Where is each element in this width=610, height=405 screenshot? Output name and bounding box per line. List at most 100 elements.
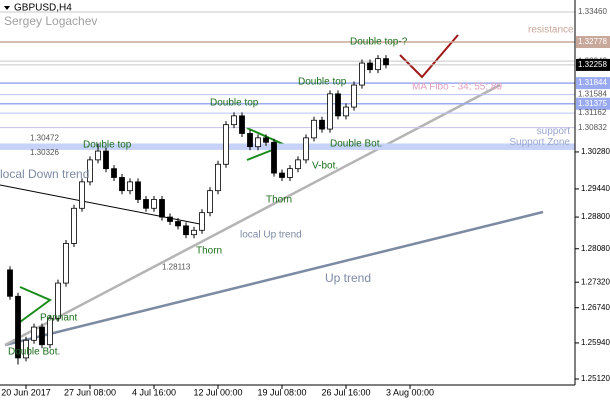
level-label: 1.33460 [578,7,607,16]
symbol: GBPUSD,H4 [14,3,72,14]
level-box [576,36,610,49]
candle-body [239,115,245,134]
annotation: Double Bot. [8,347,60,358]
annotation: Double top-? [350,37,408,48]
annotation: Thorn [266,195,292,206]
local-up-trend-line [4,83,501,347]
x-tick-label: 26 Jul 16:00 [321,387,370,397]
level-box [576,97,610,110]
candle-body [223,124,229,165]
candle-body [375,58,381,71]
annotation: Double top [210,98,259,109]
zone-text: Support Zone [509,137,570,148]
candle-body [23,339,29,359]
candle-body [39,326,45,346]
candle-body [55,282,61,319]
candle-body [207,190,213,214]
y-tick-label: 1.25940 [581,338,610,347]
candle-body [135,181,141,200]
annotation: Pennant [40,313,77,324]
candle-body [215,163,221,192]
candle-body [351,84,357,108]
annotation: Double top [298,77,347,88]
x-tick-label: 27 Jun 08:00 [64,387,116,397]
candle-body [151,199,157,209]
y-tick-label: 1.25120 [581,374,610,383]
candle-body [71,207,77,244]
level-label: 1.30832 [578,123,607,132]
candle-body [271,141,277,174]
level-label: 1.31162 [578,108,607,117]
zone-text: support [537,126,571,137]
annotation: V-bot. [312,161,338,172]
y-tick-label: 1.29440 [581,184,610,193]
level-label: 1.31844 [578,78,607,87]
menu-arrow [4,6,10,10]
x-tick-label: 4 Jul 16:00 [132,387,176,397]
candle-body [311,119,317,139]
zone-label: 1.30472 [30,134,59,143]
candle-body [15,295,21,359]
level-label: 1.32258 [578,60,607,69]
annotation: local Down trend [0,167,89,181]
drawings [0,11,575,347]
y-tick-label: 1.27320 [581,277,610,286]
price-mark: 1.28113 [162,262,191,271]
x-tick-label: 12 Jul 00:00 [193,387,242,397]
candle-body [87,159,93,183]
candle-body [327,93,333,130]
annotation: MA Fibo - 34; 55; 89 [412,82,502,93]
candle-body [127,181,133,192]
candle-body [7,269,13,297]
annotation: Thorn [196,246,222,257]
y-tick-label: 1.28080 [581,244,610,253]
pennant [19,286,52,323]
annotation: local Up trend [240,230,302,241]
annotation: resistance [528,25,574,36]
annotation: Double Bot. [330,139,382,150]
candle-body [247,133,253,148]
level-label: 1.32778 [578,37,607,46]
x-tick-label: 19 Jul 08:00 [257,387,306,397]
candle-body [343,106,349,117]
candle-body [263,137,269,143]
candle-body [111,168,117,178]
candle-body [79,181,85,209]
y-tick-label: 1.28800 [581,212,610,221]
level-box [576,77,610,90]
forecast-path [399,34,459,79]
level-box [576,58,610,71]
author: Sergey Logachev [4,14,97,28]
candle-body [279,172,285,178]
candle-body [191,229,197,236]
x-tick-label: 3 Aug 00:00 [386,387,434,397]
candle-body [359,62,365,86]
candle-body [103,150,109,170]
level-label: 1.31584 [578,90,607,99]
candle-body [319,119,325,130]
up-trend-line [4,210,544,347]
annotation: Double top [83,140,132,151]
zone-label: 1.30326 [30,148,59,157]
candle-body [367,62,373,71]
candle-body [287,168,293,178]
candle-body [303,137,309,161]
candle-body [183,225,189,236]
candle-body [159,199,165,218]
support-zone [0,143,575,150]
candle-body [255,137,261,148]
candle-body [63,243,69,284]
candle-body [335,93,341,117]
candle-body [231,115,237,126]
y-tick-label: 1.30280 [581,147,610,156]
candle-body [295,159,301,170]
x-tick-label: 20 Jun 2017 [1,387,51,397]
annotation: Up trend [325,271,371,285]
candle-body [199,212,205,231]
candle-body [119,177,125,192]
candle-body [167,216,173,222]
candle-body [175,221,181,227]
candle-body [95,150,101,161]
